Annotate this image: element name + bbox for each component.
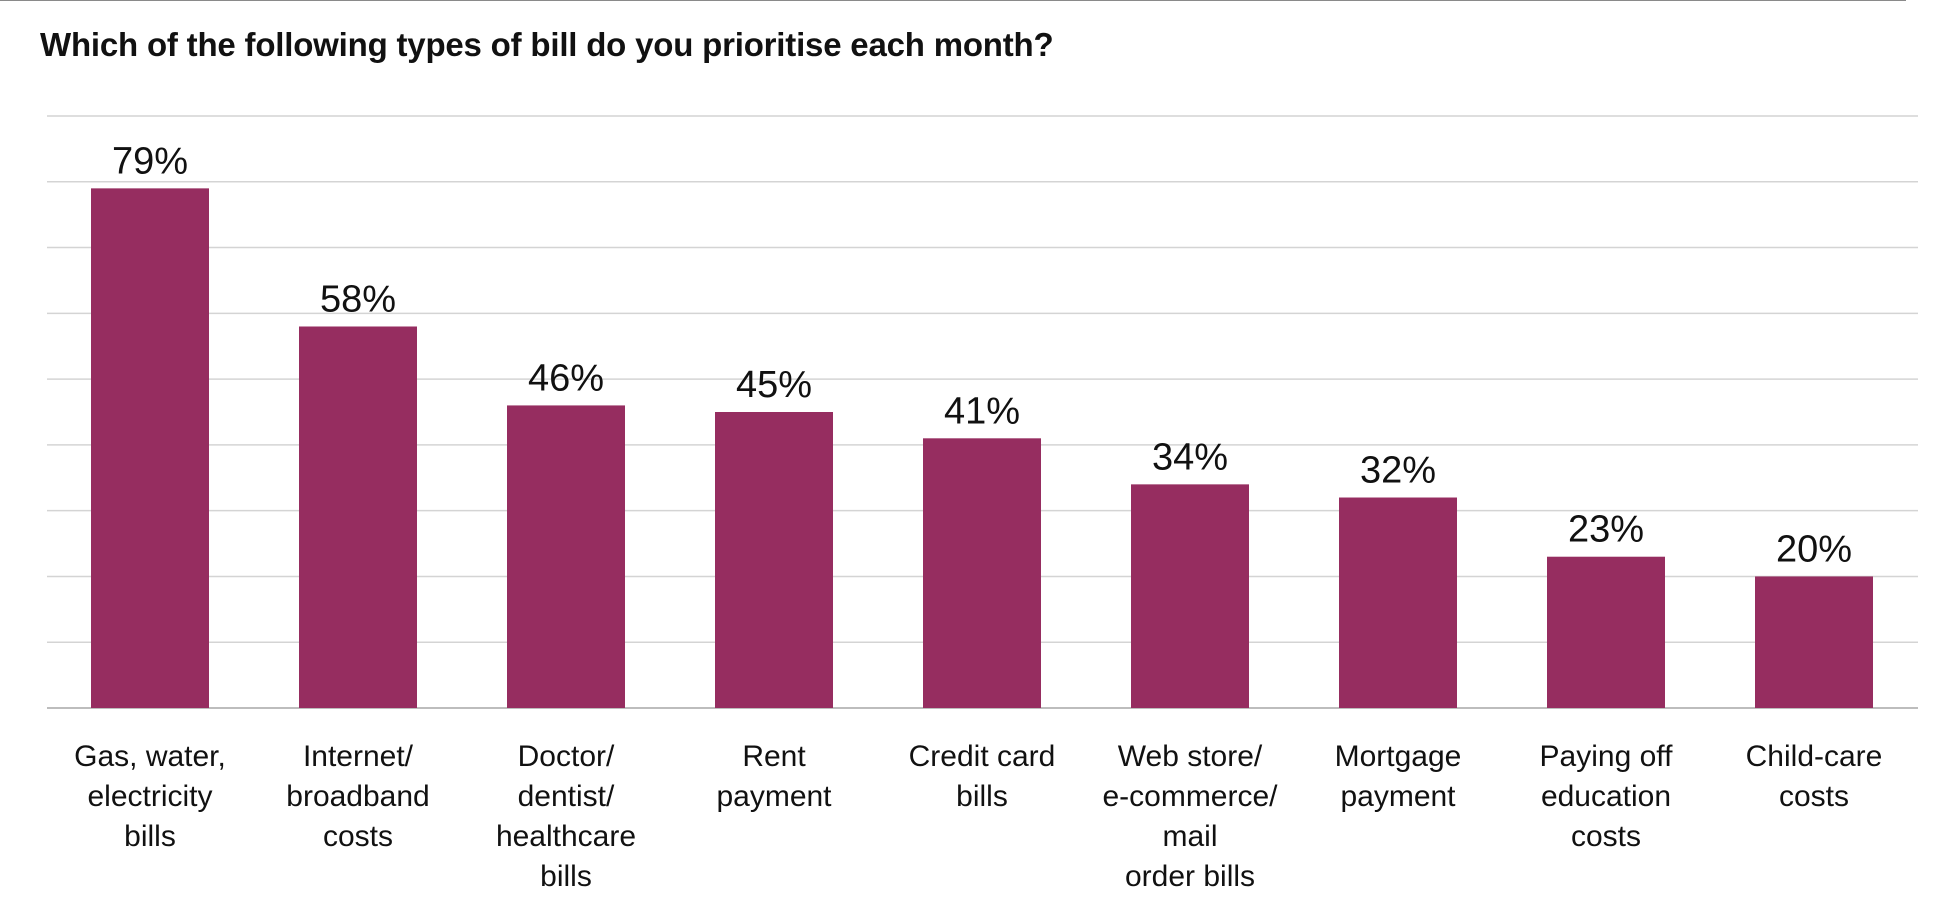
category-label-line: Paying off (1540, 740, 1674, 773)
data-label: 34% (1152, 436, 1228, 478)
data-label: 46% (528, 357, 604, 399)
top-rule (0, 0, 1906, 1)
category-label-line: payment (1340, 780, 1456, 813)
category-label-line: Doctor/ (518, 740, 615, 773)
category-label-line: Web store/ (1118, 740, 1263, 773)
category-label-line: Rent (742, 740, 806, 773)
category-label-line: bills (956, 780, 1008, 813)
category-label: Gas, water, electricity bills (74, 740, 226, 853)
data-labels: 79% 58% 46% 45% 41% 34% 32% 23% 20% (112, 140, 1852, 570)
data-label: 45% (736, 364, 812, 406)
data-label: 58% (320, 278, 396, 320)
category-label-line: mail (1162, 820, 1217, 853)
chart-title: Which of the following types of bill do … (40, 26, 1054, 63)
category-label: Credit card bills (909, 740, 1056, 813)
bar (1755, 576, 1873, 708)
category-label-line: Internet/ (303, 740, 414, 773)
category-label-line: Gas, water, (74, 740, 226, 773)
category-label-line: costs (1571, 820, 1641, 853)
bar (715, 412, 833, 708)
category-label-line: dentist/ (518, 780, 615, 813)
data-label: 23% (1568, 509, 1644, 551)
bar (507, 405, 625, 708)
category-label-line: costs (323, 820, 393, 853)
data-label: 41% (944, 390, 1020, 432)
category-label: Child-care costs (1746, 740, 1883, 813)
category-label-line: Child-care (1746, 740, 1883, 773)
bar (1547, 556, 1665, 708)
bar (923, 438, 1041, 708)
category-label: Doctor/dentist/healthcare bills (496, 740, 636, 893)
data-label: 32% (1360, 450, 1436, 492)
category-label-line: payment (716, 780, 832, 813)
bar (1339, 497, 1457, 708)
category-label: Rent payment (716, 740, 832, 813)
category-label-line: e-commerce/ (1102, 780, 1278, 813)
category-label-line: electricity (87, 780, 212, 813)
category-label-line: healthcare (496, 820, 636, 853)
category-label-line: broadband (286, 780, 429, 813)
data-label: 79% (112, 140, 188, 182)
category-label-line: bills (124, 820, 176, 853)
data-label: 20% (1776, 528, 1852, 570)
bar (299, 326, 417, 708)
category-label: Mortgage payment (1335, 740, 1462, 813)
category-label-line: order bills (1125, 860, 1255, 893)
category-label-line: Mortgage (1335, 740, 1462, 773)
bar (1131, 484, 1249, 708)
category-label-line: bills (540, 860, 592, 893)
category-labels: Gas, water, electricity bills Internet/broa… (74, 740, 1882, 893)
category-label-line: Credit card (909, 740, 1056, 773)
category-label-line: costs (1779, 780, 1849, 813)
category-label: Internet/broadband costs (286, 740, 429, 853)
category-label: Web store/e-commerce/mail order bills (1102, 740, 1278, 893)
bar (91, 188, 209, 708)
category-label-line: education (1541, 780, 1671, 813)
bars (91, 188, 1873, 708)
category-label: Paying off education costs (1540, 740, 1674, 853)
